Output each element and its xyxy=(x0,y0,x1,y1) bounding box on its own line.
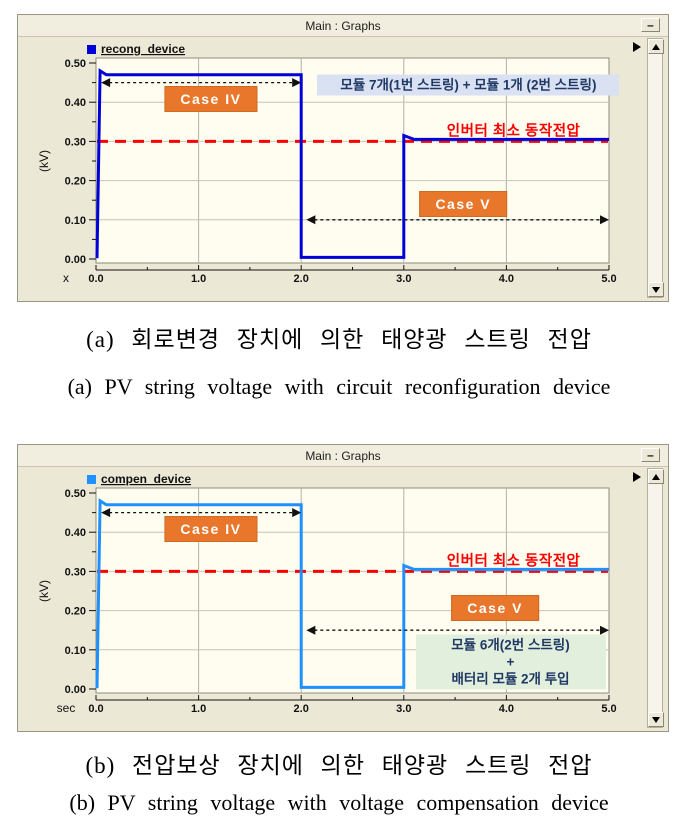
scroll-up-button[interactable] xyxy=(648,39,664,54)
case-label: Case V xyxy=(419,191,508,218)
y-tick-label: 0.40 xyxy=(65,527,86,539)
series-line xyxy=(95,498,609,689)
arrowhead-right-icon xyxy=(600,215,609,225)
y-tick-label: 0.50 xyxy=(65,58,86,70)
case-label: Case V xyxy=(451,594,539,621)
minimize-button[interactable]: – xyxy=(641,448,660,462)
caption-b-english: (b) PV string voltage with voltage compe… xyxy=(69,790,609,815)
y-tick-label: 0.00 xyxy=(65,254,86,266)
arrow-down-icon xyxy=(652,286,660,293)
chart-annotations: Case IV Case V 인버터 최소 동작전압 모듈 7개(1번 스트링) + … xyxy=(18,37,668,302)
x-tick-label: 1.0 xyxy=(191,273,206,285)
arrowhead-left-icon xyxy=(101,78,111,88)
note-line: 모듈 6개(2번 스트링) xyxy=(451,637,570,653)
note-box: 모듈 7개(1번 스트링) + 모듈 1개 (2번 스트링) xyxy=(317,74,620,96)
arrow-down-icon xyxy=(652,716,660,723)
caption-a-korean: (a) 회로변경 장치에 의한 태양광 스트링 전압 xyxy=(86,327,592,352)
note-line: 배터리 모듈 2개 투입 xyxy=(451,671,570,687)
legend-label[interactable]: compen_device xyxy=(101,472,191,486)
x-tick-label: 0.0 xyxy=(88,273,103,285)
y-axis-label: (kV) xyxy=(37,150,51,172)
arrowhead-right-icon xyxy=(292,78,302,88)
y-tick-label: 0.00 xyxy=(65,684,86,696)
next-page-icon[interactable] xyxy=(633,472,641,482)
arrowhead-right-icon xyxy=(292,508,302,518)
legend-swatch xyxy=(87,475,96,484)
x-tick-label: 5.0 xyxy=(601,273,616,285)
series-line xyxy=(95,68,609,259)
legend-swatch xyxy=(87,45,96,54)
y-tick-label: 0.40 xyxy=(65,97,86,109)
threshold-label: 인버터 최소 동작전압 xyxy=(446,123,581,140)
x-axis-label: x xyxy=(63,271,69,285)
note-line: + xyxy=(506,654,515,670)
x-axis-label: sec xyxy=(57,701,76,715)
note-line: 모듈 7개(1번 스트링) + 모듈 1개 (2번 스트링) xyxy=(340,77,597,93)
y-tick-label: 0.50 xyxy=(65,488,86,500)
x-tick-label: 5.0 xyxy=(601,703,616,715)
window-title: Main : Graphs xyxy=(305,448,381,463)
arrowhead-left-icon xyxy=(306,625,316,635)
vertical-scrollbar[interactable] xyxy=(647,38,664,298)
x-tick-label: 4.0 xyxy=(499,273,514,285)
arrow-up-icon xyxy=(652,473,660,480)
next-page-icon[interactable] xyxy=(633,42,641,52)
scroll-down-button[interactable] xyxy=(648,282,664,297)
x-tick-label: 3.0 xyxy=(396,703,411,715)
graph-body: 0.0 1.0 2.0 3.0 4.0 5.0 x 0.00 0.10 0.20 0.30 0.40 0… xyxy=(18,37,668,302)
x-tick-label: 1.0 xyxy=(191,703,206,715)
y-tick-label: 0.20 xyxy=(65,606,86,618)
x-tick-label: 2.0 xyxy=(294,703,309,715)
graph-body: 0.0 1.0 2.0 3.0 4.0 5.0 sec 0.00 0.10 0.20 0.30 0.4… xyxy=(18,467,668,732)
minimize-button[interactable]: – xyxy=(641,18,660,32)
case-label: Case IV xyxy=(164,516,258,543)
threshold-label: 인버터 최소 동작전압 xyxy=(446,553,581,570)
legend-label[interactable]: recong_device xyxy=(101,42,185,56)
y-tick-label: 0.10 xyxy=(65,215,86,227)
scroll-down-button[interactable] xyxy=(648,712,664,727)
x-tick-label: 0.0 xyxy=(88,703,103,715)
vertical-scrollbar[interactable] xyxy=(647,468,664,728)
window-titlebar[interactable]: Main : Graphs – xyxy=(18,15,668,37)
caption-b-korean: (b) 전압보상 장치에 의한 태양광 스트링 전압 xyxy=(85,753,593,778)
note-box: 모듈 6개(2번 스트링) + 배터리 모듈 2개 투입 xyxy=(415,634,606,690)
x-tick-label: 3.0 xyxy=(396,273,411,285)
y-tick-label: 0.20 xyxy=(65,176,86,188)
y-tick-label: 0.30 xyxy=(65,566,86,578)
y-tick-label: 0.10 xyxy=(65,645,86,657)
arrowhead-right-icon xyxy=(600,625,609,635)
case-label: Case IV xyxy=(164,86,258,113)
y-axis-label: (kV) xyxy=(37,580,51,602)
arrowhead-left-icon xyxy=(306,215,316,225)
graph-window-a: Main : Graphs – 0.0 1.0 2.0 3.0 4.0 5.0 x 0.00 0… xyxy=(17,14,669,302)
y-tick-label: 0.30 xyxy=(65,136,86,148)
caption-a-english: (a) PV string voltage with circuit recon… xyxy=(67,374,611,399)
window-titlebar[interactable]: Main : Graphs – xyxy=(18,445,668,467)
window-title: Main : Graphs xyxy=(305,18,381,33)
graph-window-b: Main : Graphs – 0.0 1.0 2.0 3.0 4.0 5.0 sec 0.0… xyxy=(17,444,669,732)
scroll-up-button[interactable] xyxy=(648,469,664,484)
minimize-icon: – xyxy=(647,18,654,32)
x-tick-label: 2.0 xyxy=(294,273,309,285)
arrowhead-left-icon xyxy=(101,508,111,518)
arrow-up-icon xyxy=(652,43,660,50)
x-tick-label: 4.0 xyxy=(499,703,514,715)
minimize-icon: – xyxy=(647,448,654,462)
